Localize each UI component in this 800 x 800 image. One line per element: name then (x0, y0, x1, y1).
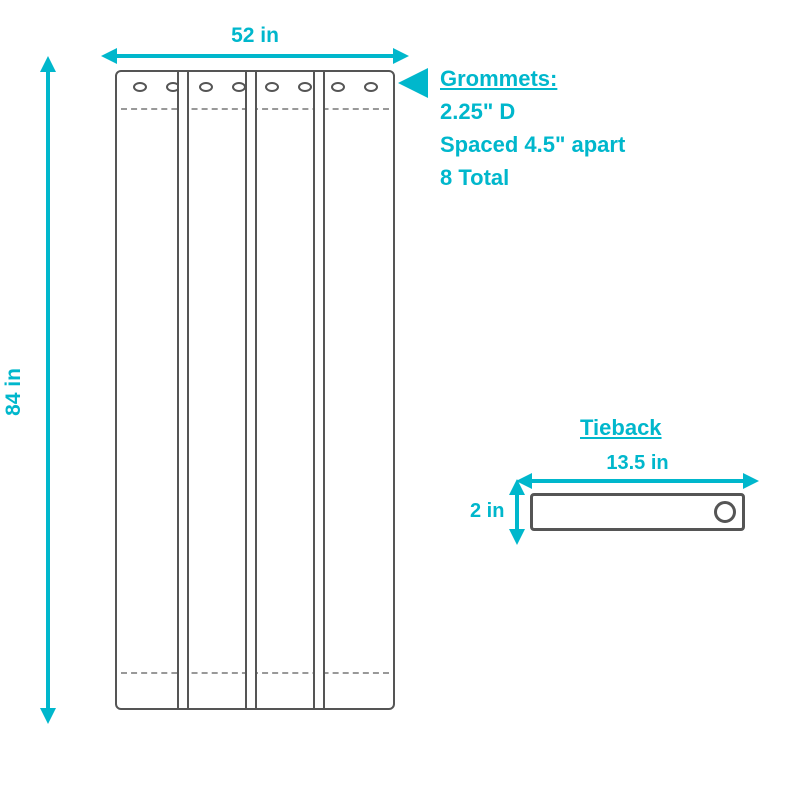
curtain-height-label: 84 in (2, 368, 26, 416)
curtain-width-dimension: 52 in (115, 24, 395, 58)
grommet-icon (364, 82, 378, 92)
grommet-icon (133, 82, 147, 92)
tieback-width-dimension: 13.5 in (530, 452, 745, 483)
grommet-icon (298, 82, 312, 92)
grommet-icon (199, 82, 213, 92)
grommets-title: Grommets: (440, 62, 625, 95)
curtain-fold (177, 72, 189, 708)
tieback-height-dimension (515, 493, 519, 531)
grommets-diameter: 2.25" D (440, 95, 625, 128)
curtain-fold (245, 72, 257, 708)
grommets-spacing: Spaced 4.5" apart (440, 128, 625, 161)
curtain-fold (313, 72, 325, 708)
tieback-width-label: 13.5 in (530, 452, 745, 475)
grommet-icon (232, 82, 246, 92)
tieback-title: Tieback (580, 415, 662, 441)
dimension-bar (515, 493, 519, 531)
grommets-count: 8 Total (440, 161, 625, 194)
dimension-bar (530, 479, 745, 483)
grommets-callout: Grommets: 2.25" D Spaced 4.5" apart 8 To… (440, 62, 625, 194)
curtain-width-label: 52 in (115, 24, 395, 48)
grommets-callout-arrow (398, 68, 428, 98)
dimension-bar (46, 70, 50, 710)
curtain-height-dimension (46, 70, 50, 710)
tieback-height-label: 2 in (470, 500, 504, 523)
tieback-strip (530, 493, 745, 531)
grommet-icon (331, 82, 345, 92)
dimension-bar (115, 54, 395, 58)
tieback-grommet (714, 501, 736, 523)
grommet-icon (265, 82, 279, 92)
curtain-panel (115, 70, 395, 710)
